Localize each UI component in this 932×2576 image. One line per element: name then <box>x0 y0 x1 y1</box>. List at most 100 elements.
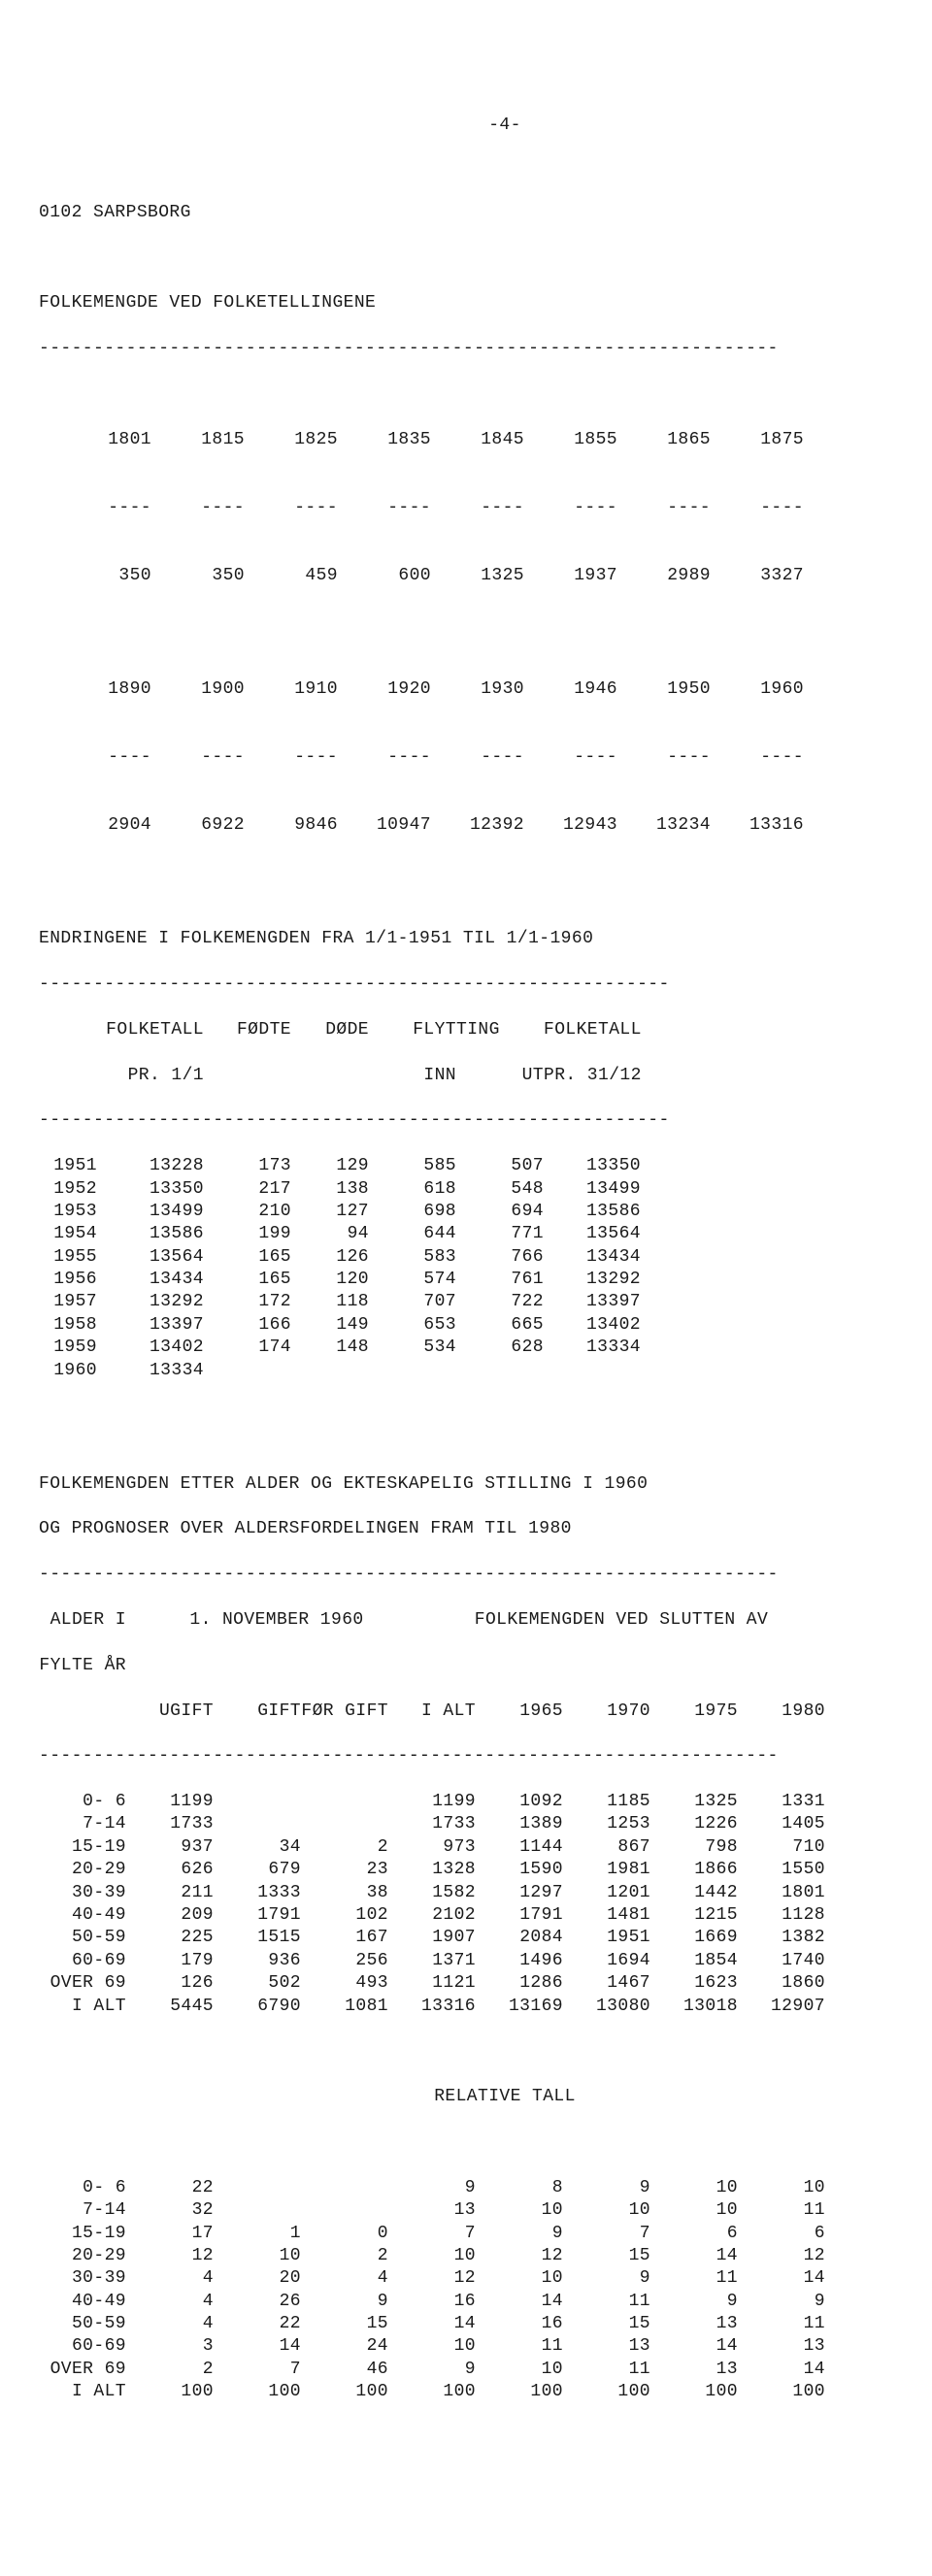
cell: 9846 <box>245 814 338 837</box>
table-row: 19521335021713861854813499 <box>39 1178 932 1201</box>
cell: 2904 <box>58 814 151 837</box>
hr-dash: ----------------------------------------… <box>39 1109 932 1132</box>
table-row: 0- 6119911991092118513251331 <box>39 1791 932 1813</box>
age-title-1: FOLKEMENGDEN ETTER ALDER OG EKTESKAPELIG… <box>39 1473 932 1496</box>
col-folketall-2: FOLKETALL <box>544 1019 641 1041</box>
col-alder: ALDER I <box>39 1609 126 1632</box>
cell: 1960 <box>711 678 804 701</box>
hr-dash: ----------------------------------------… <box>39 1564 932 1586</box>
table-row: I ALT54456790108113316131691308013018129… <box>39 1996 932 2018</box>
table-row: 40-49426916141199 <box>39 2291 932 2313</box>
census-values-1: 3503504596001325193729893327 <box>58 543 932 588</box>
col-ut: UT <box>456 1065 544 1087</box>
hr-dash: ----------------------------------------… <box>39 1745 932 1767</box>
age-header-3: UGIFTGIFTFØR GIFTI ALT1965197019751980 <box>39 1701 932 1723</box>
cell: 1875 <box>711 429 804 451</box>
table-row: 7-14173317331389125312261405 <box>39 1813 932 1835</box>
cell: 12392 <box>431 814 524 837</box>
dash: ---- <box>58 497 151 519</box>
col-inn: INN <box>369 1065 456 1087</box>
dash: ---- <box>151 746 245 769</box>
cell: 1801 <box>58 429 151 451</box>
cell: 12943 <box>524 814 617 837</box>
table-row: 15-199373429731144867798710 <box>39 1836 932 1859</box>
table-row: 19591340217414853462813334 <box>39 1337 932 1359</box>
relative-tall-title: RELATIVE TALL <box>39 2086 932 2108</box>
hr-dash: ----------------------------------------… <box>39 338 932 360</box>
age-header-2: FYLTE ÅR <box>39 1655 932 1677</box>
table-row: OVER 692746910111314 <box>39 2359 932 2381</box>
table-row: 7-14321310101011 <box>39 2199 932 2222</box>
table-row: 60-69314241011131413 <box>39 2335 932 2358</box>
dash: ---- <box>431 746 524 769</box>
cell: 1946 <box>524 678 617 701</box>
changes-title: ENDRINGENE I FOLKEMENGDEN FRA 1/1-1951 T… <box>39 928 932 950</box>
col-ugift: UGIFT <box>126 1701 214 1723</box>
dash-row: -------------------------------- <box>58 474 932 519</box>
col-fodte: FØDTE <box>204 1019 291 1041</box>
cell: 1835 <box>338 429 431 451</box>
census-years-2: 18901900191019201930194619501960 <box>58 656 932 702</box>
cell: 350 <box>58 565 151 587</box>
changes-header-2: PR. 1/1INNUTPR. 31/12 <box>39 1065 932 1087</box>
cell: 1825 <box>245 429 338 451</box>
table-row: 15-19171079766 <box>39 2223 932 2245</box>
col-1970: 1970 <box>563 1701 650 1723</box>
census-values-2: 2904692298461094712392129431323413316 <box>58 792 932 838</box>
hr-dash: ----------------------------------------… <box>39 974 932 996</box>
age-abs-body: 0- 6119911991092118513251331 7-141733173… <box>39 1791 932 2018</box>
dash-row: -------------------------------- <box>58 724 932 770</box>
col-forgift: FØR GIFT <box>301 1701 388 1723</box>
cell: 6922 <box>151 814 245 837</box>
dash: ---- <box>338 746 431 769</box>
census-title: FOLKEMENGDE VED FOLKETELLINGENE <box>39 292 932 314</box>
cell: 1950 <box>617 678 711 701</box>
table-row: 40-49209179110221021791148112151128 <box>39 1904 932 1927</box>
cell: 1930 <box>431 678 524 701</box>
col-pr11: PR. 1/1 <box>97 1065 204 1087</box>
dash: ---- <box>617 746 711 769</box>
table-row: 0- 6229891010 <box>39 2177 932 2199</box>
cell: 1900 <box>151 678 245 701</box>
age-rel-body: 0- 6229891010 7-1432131010101115-1917107… <box>39 2177 932 2404</box>
dash: ---- <box>338 497 431 519</box>
col-1965: 1965 <box>476 1701 563 1723</box>
cell: 1865 <box>617 429 711 451</box>
cell: 3327 <box>711 565 804 587</box>
census-years-1: 18011815182518351845185518651875 <box>58 406 932 451</box>
dash: ---- <box>524 746 617 769</box>
dash: ---- <box>431 497 524 519</box>
col-dode: DØDE <box>291 1019 369 1041</box>
dash: ---- <box>58 746 151 769</box>
table-row: 19581339716614965366513402 <box>39 1314 932 1337</box>
col-1980: 1980 <box>738 1701 825 1723</box>
table-row: 50-59225151516719072084195116691382 <box>39 1927 932 1949</box>
table-row: 1954135861999464477113564 <box>39 1223 932 1245</box>
changes-header-1: FOLKETALLFØDTEDØDEFLYTTINGFOLKETALL <box>39 1019 932 1041</box>
cell: 1845 <box>431 429 524 451</box>
table-row: 30-3921113333815821297120114421801 <box>39 1882 932 1904</box>
table-row: I ALT100100100100100100100100 <box>39 2381 932 2403</box>
age-title-2: OG PROGNOSER OVER ALDERSFORDELINGEN FRAM… <box>39 1518 932 1540</box>
col-ialt: I ALT <box>388 1701 476 1723</box>
table-row: OVER 6912650249311211286146716231860 <box>39 1972 932 1995</box>
table-row: 20-296266792313281590198118661550 <box>39 1859 932 1881</box>
col-fylte: FYLTE ÅR <box>39 1655 126 1677</box>
col-slutten: FOLKEMENGDEN VED SLUTTEN AV <box>427 1609 816 1632</box>
table-row: 19571329217211870772213397 <box>39 1291 932 1313</box>
table-row: 50-59422151416151311 <box>39 2313 932 2335</box>
dash: ---- <box>245 746 338 769</box>
table-row: 19511322817312958550713350 <box>39 1155 932 1177</box>
municipality-title: 0102 SARPSBORG <box>39 202 932 224</box>
table-row: 19551356416512658376613434 <box>39 1246 932 1269</box>
table-row: 196013334 <box>39 1360 932 1382</box>
changes-body: 1951132281731295855071335019521335021713… <box>39 1155 932 1382</box>
table-row: 30-394204121091114 <box>39 2267 932 2290</box>
cell: 350 <box>151 565 245 587</box>
col-1975: 1975 <box>650 1701 738 1723</box>
table-row: 19531349921012769869413586 <box>39 1201 932 1223</box>
table-row: 20-29121021012151412 <box>39 2245 932 2267</box>
col-gift: GIFT <box>214 1701 301 1723</box>
cell: 2989 <box>617 565 711 587</box>
dash: ---- <box>711 746 804 769</box>
